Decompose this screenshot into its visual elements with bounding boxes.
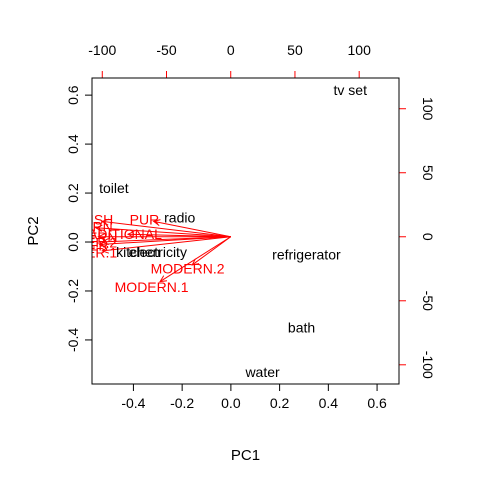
observation-label: tv set	[334, 82, 368, 98]
y-tick-label: 0.2	[65, 183, 81, 203]
y-tick-label: -0.2	[65, 279, 81, 303]
variable-label: PUR	[130, 212, 160, 228]
y-axis-title: PC2	[25, 216, 42, 245]
observation-label: toilet	[99, 180, 129, 196]
right-tick-label: -50	[420, 291, 436, 311]
x-tick-label: 0.4	[319, 395, 339, 411]
top-tick-label: 0	[227, 42, 235, 58]
y-tick-label: -0.4	[65, 328, 81, 352]
x-tick-label: 0.0	[221, 395, 241, 411]
top-tick-label: 50	[287, 42, 303, 58]
observation-label: radio	[164, 210, 195, 226]
right-tick-label: 100	[420, 97, 436, 121]
observation-label: bath	[288, 320, 315, 336]
observation-label: refrigerator	[272, 246, 341, 262]
right-tick-label: -100	[420, 351, 436, 379]
x-tick-label: -0.2	[170, 395, 194, 411]
variable-label: MODERN.2	[151, 260, 225, 276]
top-tick-label: -100	[88, 42, 116, 58]
observation-label: electricity	[129, 244, 187, 260]
variable-label: MODERN.1	[115, 279, 189, 295]
y-tick-label: 0.4	[65, 134, 81, 154]
y-tick-label: 0.0	[65, 232, 81, 252]
right-tick-label: 50	[420, 165, 436, 181]
top-tick-label: -50	[156, 42, 176, 58]
observation-label: water	[244, 364, 280, 380]
x-tick-label: 0.6	[367, 395, 387, 411]
x-tick-label: -0.4	[121, 395, 145, 411]
x-tick-label: 0.2	[270, 395, 290, 411]
x-axis-title: PC1	[231, 447, 260, 464]
y-tick-label: 0.6	[65, 85, 81, 105]
right-tick-label: 0	[420, 233, 436, 241]
top-tick-label: 100	[348, 42, 372, 58]
